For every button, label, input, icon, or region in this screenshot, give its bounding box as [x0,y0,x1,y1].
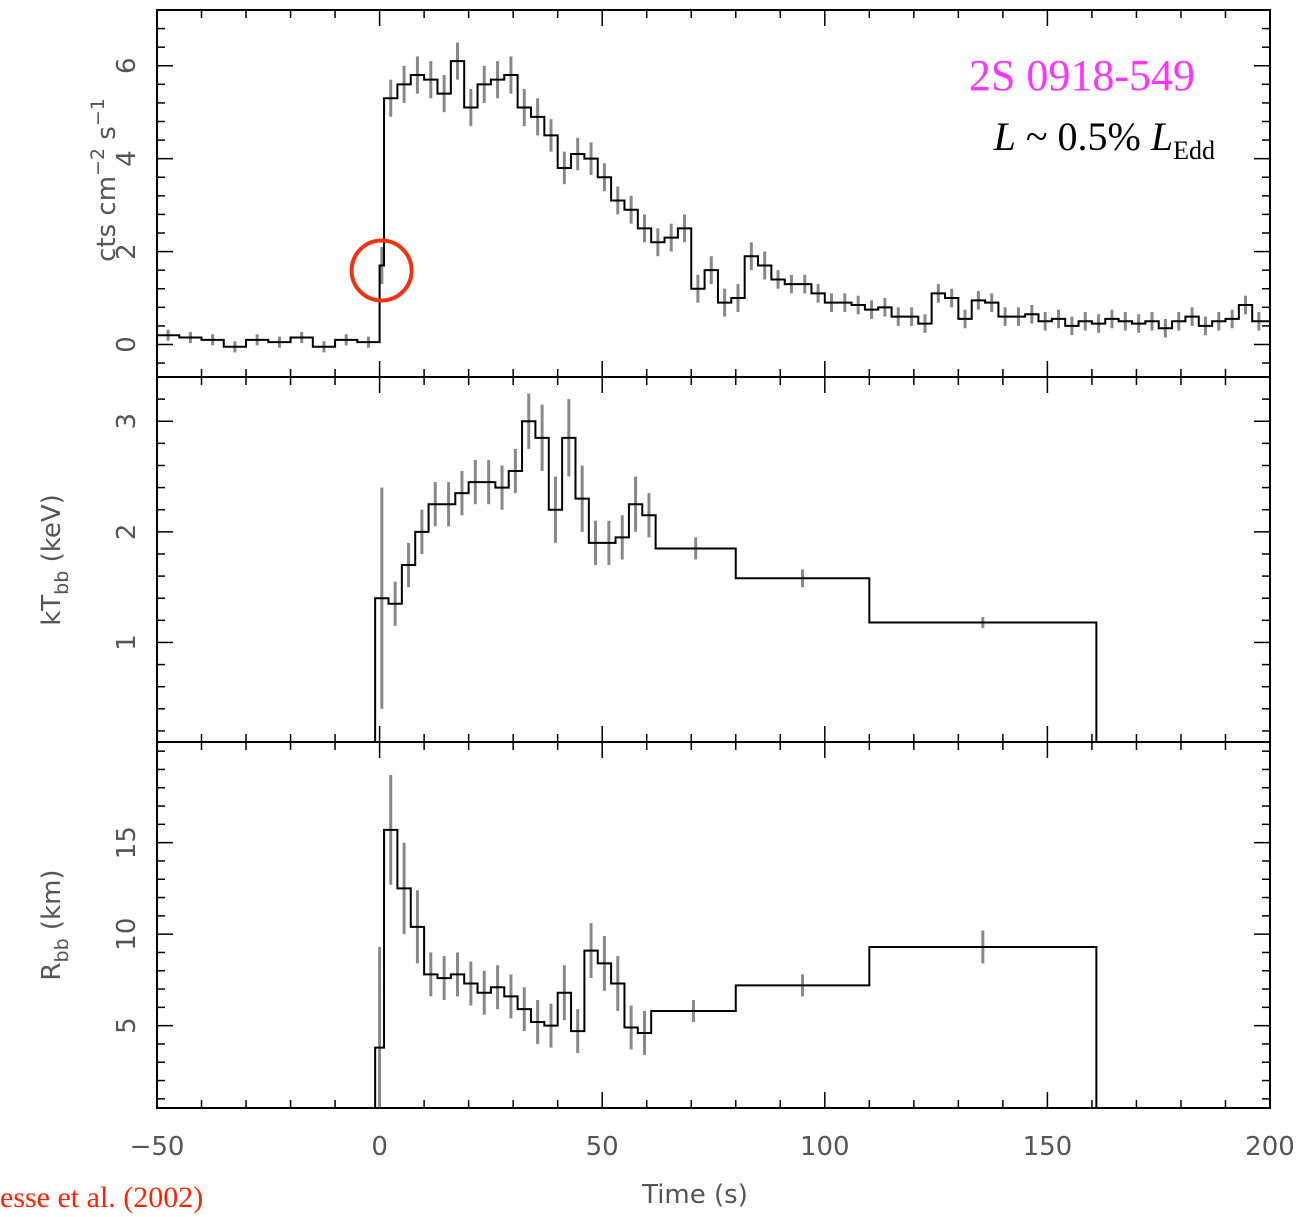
luminosity-annotation: L ~ 0.5% LEdd [993,114,1215,165]
ylabel-main: R [37,962,67,980]
ylabel-unit: (km) [37,869,67,938]
x-tick-label: −50 [130,1132,185,1162]
lum-tilde: ~ 0.5% [1016,114,1151,159]
panel-2: 1 2 3 [112,376,1271,743]
x-tick-label: 0 [371,1132,388,1162]
x-tick-label: 100 [800,1132,850,1162]
y-tick-label: 10 [112,918,142,951]
y-tick-label: 1 [112,634,142,651]
y-tick-label: 15 [112,826,142,859]
citation-text: esse et al. (2002) [0,1181,203,1214]
series-step-line [374,420,1098,742]
x-tick-label: 200 [1245,1132,1295,1162]
x-tick-label: 150 [1023,1132,1073,1162]
panel-frame [156,741,1271,1109]
y-tick-label: 5 [112,1017,142,1034]
series-step-line [157,60,1270,348]
x-axis-label: Time (s) [641,1180,748,1210]
y-tick-label: 2 [112,524,142,541]
highlight-marker-circle [349,238,414,303]
ylabel-main: cts cm [92,176,122,262]
source-name-annotation: 2S 0918-549 [969,51,1195,100]
y-tick-label: 2 [112,243,142,260]
y-tick-label: 6 [112,57,142,74]
lum-prefix: L [993,114,1016,159]
ylabel-main: kT [37,595,67,626]
x-tick-label: 50 [586,1132,619,1162]
ylabel-mid: s [92,126,122,148]
lum-main: L [1150,114,1173,159]
panels: 0 2 4 6 1 2 3 5 10 15 −50 0 50 100 150 200 [112,9,1295,1162]
ylabel-sup2: −1 [87,98,109,126]
ylabel-sup1: −2 [87,148,109,176]
panel-1: 0 2 4 6 [112,9,1271,378]
y-tick-label: 0 [112,336,142,353]
top-panel-ylabel: cts cm−2 s−1 [87,98,122,262]
series-step-line [374,828,1098,1108]
y-tick-label: 4 [112,150,142,167]
middle-panel-ylabel: kTbb (keV) [37,494,73,626]
y-tick-label: 3 [112,413,142,430]
panel-3: 5 10 15 [112,741,1271,1109]
ylabel-sub: bb [51,938,73,962]
lum-subscript: Edd [1173,136,1215,165]
panel-frame [156,376,1271,743]
ylabel-sub: bb [51,571,73,595]
bottom-panel-ylabel: Rbb (km) [37,869,73,980]
ylabel-unit: (keV) [37,494,67,570]
